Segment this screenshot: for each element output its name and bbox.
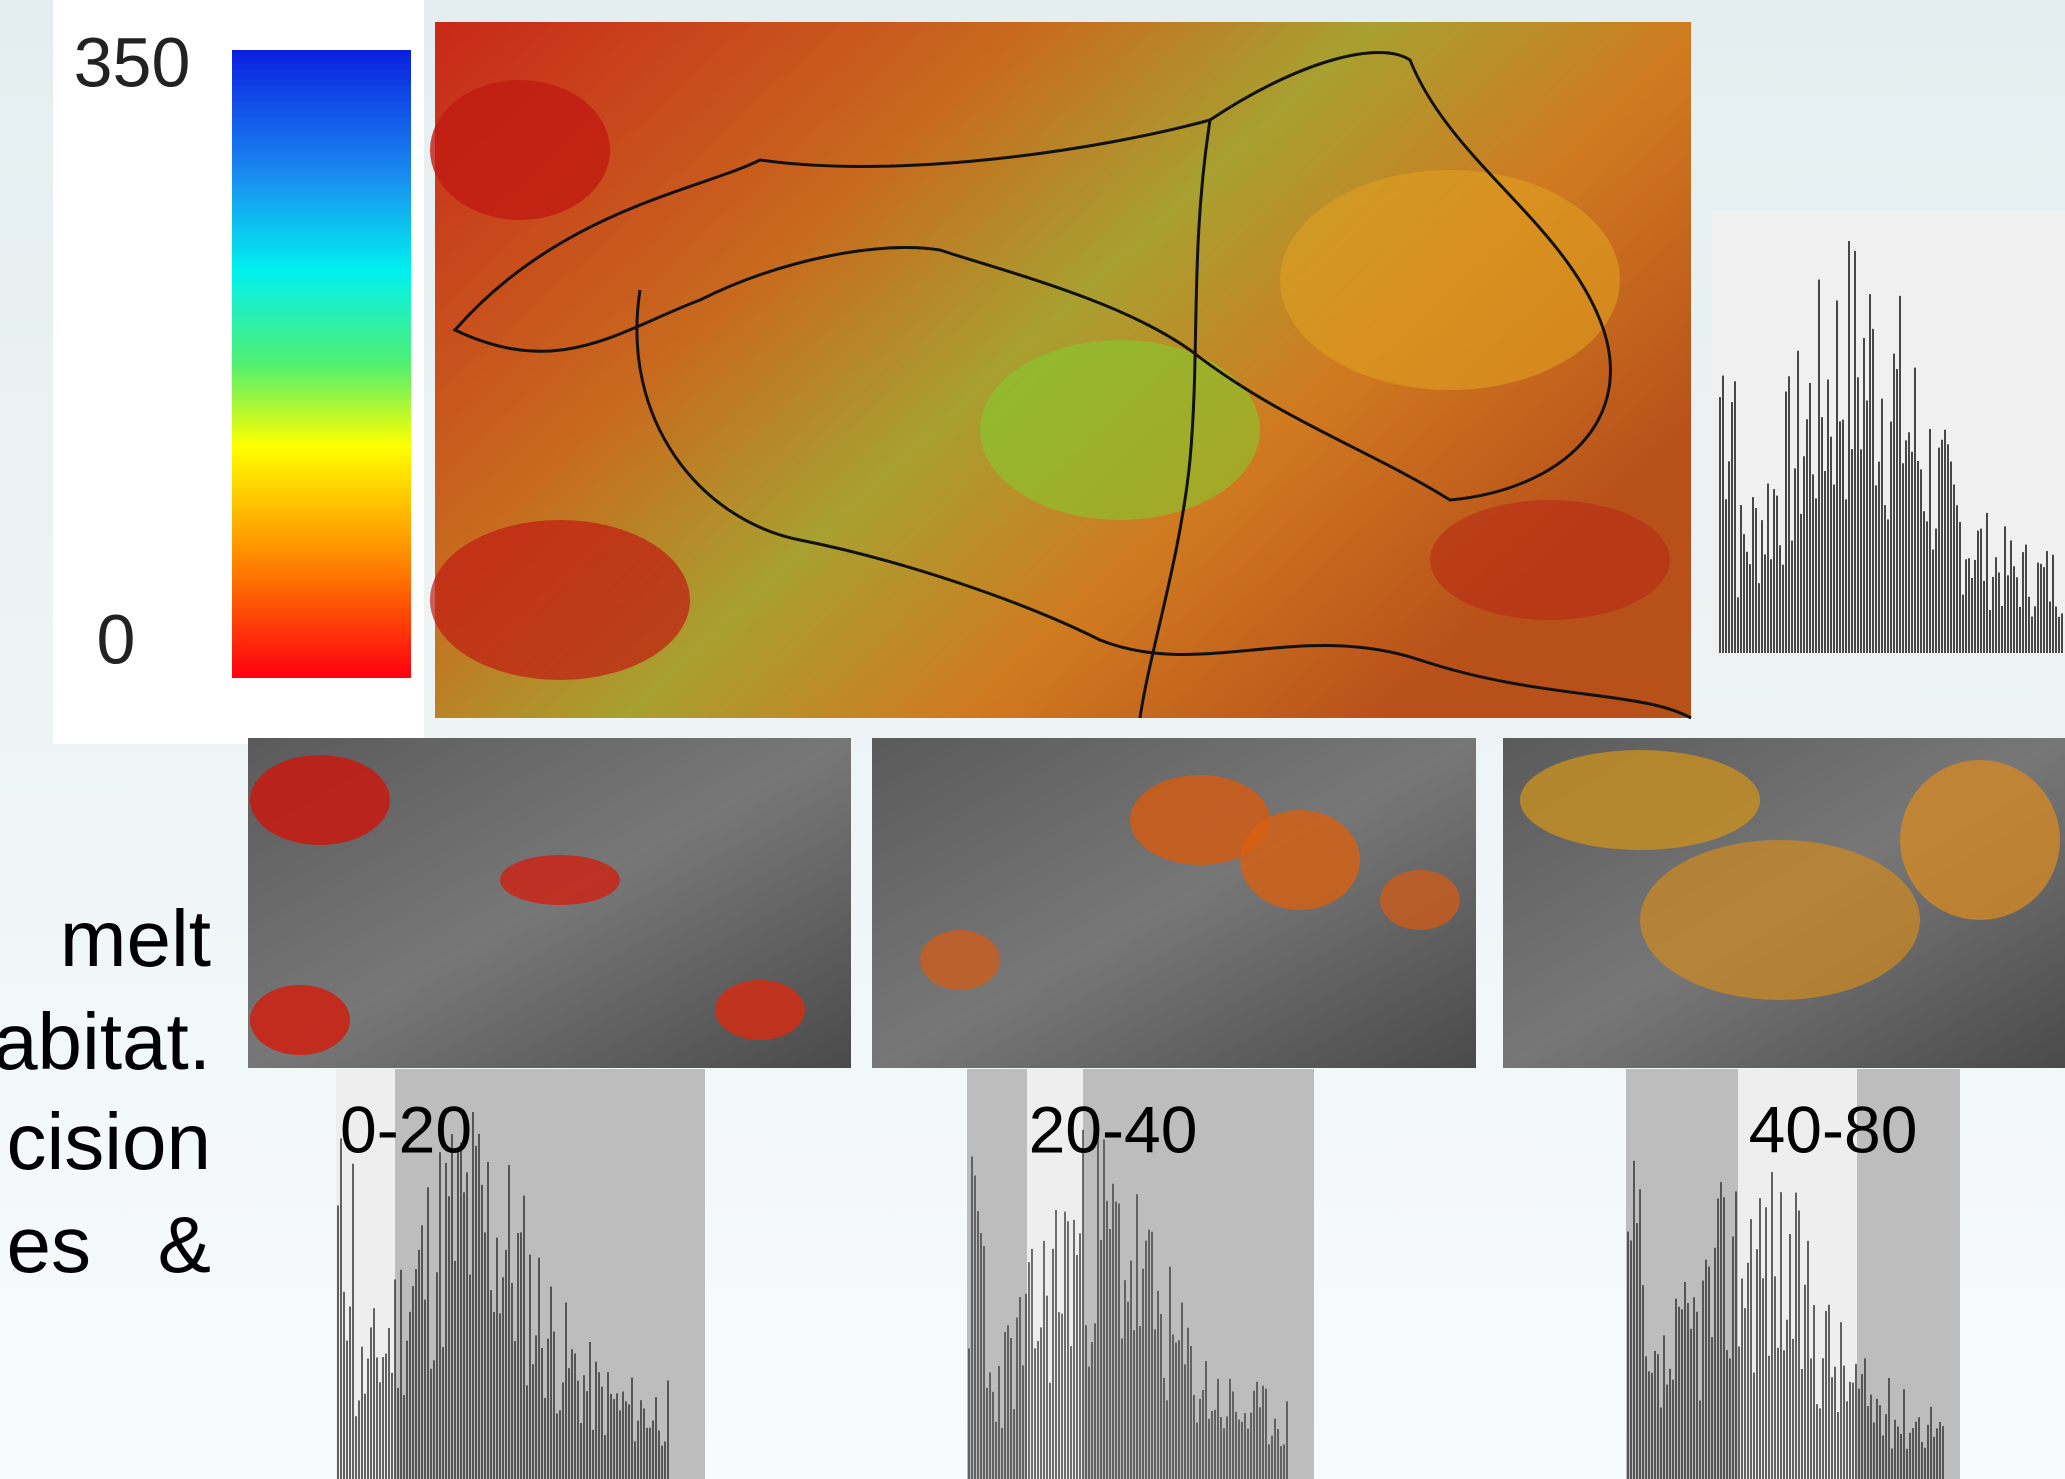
small-map (1503, 738, 2065, 1068)
small-map (248, 738, 851, 1068)
page: 350 0 (0, 0, 2065, 1479)
slide: 350 0 (0, 0, 2065, 1479)
body-text: es & (6, 1200, 211, 1289)
colorbar-max-label: 350 (74, 23, 191, 101)
main-map (430, 22, 1691, 718)
colorbar (232, 50, 411, 678)
body-text: abitat. (0, 997, 211, 1086)
panel-label: 0-20 (340, 1092, 472, 1166)
body-text: cision (6, 1097, 211, 1186)
body-text: melt (60, 894, 211, 983)
small-map (872, 738, 1476, 1068)
panel-label: 40-80 (1749, 1092, 1918, 1166)
panel-label: 20-40 (1029, 1092, 1198, 1166)
colorbar-min-label: 0 (97, 600, 136, 678)
